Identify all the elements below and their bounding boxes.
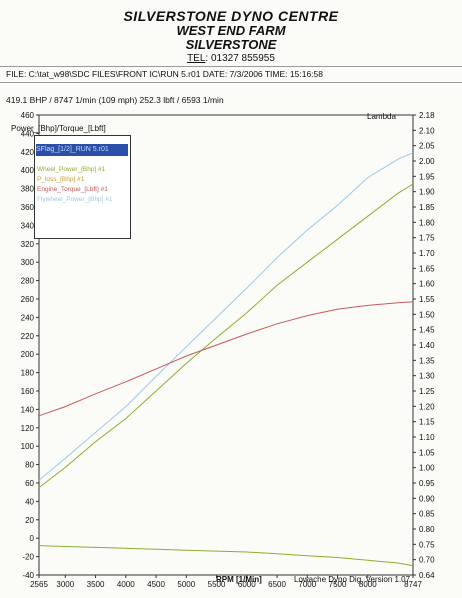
x-tick-label: 5500 <box>208 580 226 589</box>
y-left-tick-label: 200 <box>21 350 35 359</box>
y-right-tick-label: 1.50 <box>419 310 435 319</box>
y-right-tick-label: 0.64 <box>419 571 435 580</box>
y-right-tick-label: 0.80 <box>419 525 435 534</box>
y-right-tick-label: 1.75 <box>419 234 435 243</box>
y-right-tick-label: 1.30 <box>419 372 435 381</box>
y-left-tick-label: 460 <box>21 111 35 120</box>
y-left-tick-label: 240 <box>21 313 35 322</box>
y-left-tick-label: 180 <box>21 369 35 378</box>
y-right-tick-label: 0.75 <box>419 540 435 549</box>
y-right-tick-label: 0.70 <box>419 556 435 565</box>
y-left-tick-label: 80 <box>25 461 34 470</box>
y-right-tick-label: 1.40 <box>419 341 435 350</box>
y-left-tick-label: 220 <box>21 332 35 341</box>
legend-item-flywheel-power[interactable]: Flywheel_Power_[Bhp] #1 <box>37 196 113 203</box>
tel-number: 01327 855955 <box>210 53 275 64</box>
x-tick-label: 5000 <box>177 580 195 589</box>
y-right-tick-label: 1.20 <box>419 402 435 411</box>
y-right-tick-label: 2.00 <box>419 157 435 166</box>
y-right-tick-label: 1.70 <box>419 249 435 258</box>
y-left-tick-label: 140 <box>21 405 35 414</box>
x-tick-label: 3500 <box>87 580 105 589</box>
y-right-tick-label: 1.45 <box>419 326 435 335</box>
y-left-tick-label: 440 <box>21 129 35 138</box>
legend: SFlag_[1/2]_RUN 5.r01 Wheel_Power_[Bhp] … <box>34 135 131 239</box>
y-right-tick-label: 2.10 <box>419 126 435 135</box>
divider <box>0 82 462 83</box>
right-axis-label: Lambda <box>367 112 396 121</box>
left-axis-label: Power_[Bhp]/Torque_[Lbft] <box>11 124 106 133</box>
x-tick-label: 4500 <box>147 580 165 589</box>
file-info: FILE: C:\tat_w98\SDC FILES\FRONT IC\RUN … <box>6 69 323 79</box>
y-left-tick-label: -40 <box>22 571 34 580</box>
y-right-tick-label: 0.95 <box>419 479 435 488</box>
y-right-tick-label: 1.95 <box>419 172 435 181</box>
series-line-2 <box>38 301 414 417</box>
y-left-tick-label: 280 <box>21 277 35 286</box>
y-right-tick-label: 1.15 <box>419 418 435 427</box>
y-left-tick-label: 40 <box>25 497 34 506</box>
y-left-tick-label: 400 <box>21 166 35 175</box>
divider <box>0 66 462 67</box>
y-right-tick-label: 1.90 <box>419 188 435 197</box>
y-left-tick-label: 260 <box>21 295 35 304</box>
x-tick-label: 6500 <box>268 580 286 589</box>
y-right-tick-label: 1.25 <box>419 387 435 396</box>
y-left-tick-label: 60 <box>25 479 34 488</box>
y-left-tick-label: 100 <box>21 442 35 451</box>
peak-readout: 419.1 BHP / 8747 1/min (109 mph) 252.3 l… <box>6 95 224 105</box>
x-tick-label: 8000 <box>359 580 377 589</box>
y-right-tick-label: 0.90 <box>419 494 435 503</box>
y-right-tick-label: 2.05 <box>419 142 435 151</box>
series-line-0 <box>38 152 414 481</box>
x-tick-label: 4000 <box>117 580 135 589</box>
y-right-tick-label: 1.05 <box>419 448 435 457</box>
y-right-tick-label: 1.55 <box>419 295 435 304</box>
y-left-tick-label: 320 <box>21 240 35 249</box>
tel-label: TEL <box>187 53 206 64</box>
legend-item-p-loss[interactable]: P_loss_[Bhp] #1 <box>37 176 85 183</box>
y-left-tick-label: 420 <box>21 148 35 157</box>
town-line: SILVERSTONE <box>185 37 277 52</box>
series-line-3 <box>38 545 414 567</box>
y-left-tick-label: 120 <box>21 424 35 433</box>
y-left-tick-label: 340 <box>21 221 35 230</box>
y-right-tick-label: 1.10 <box>419 433 435 442</box>
telephone-line: TEL: 01327 855955 <box>187 53 275 64</box>
y-left-tick-label: 360 <box>21 203 35 212</box>
y-left-tick-label: 300 <box>21 258 35 267</box>
x-tick-label: 6000 <box>238 580 256 589</box>
footer-note: Lowache Dyno Dig. Version 1.07 <box>294 575 411 584</box>
x-tick-label: 7000 <box>298 580 316 589</box>
legend-item-wheel-power[interactable]: Wheel_Power_[Bhp] #1 <box>37 166 106 173</box>
y-left-tick-label: -20 <box>22 553 34 562</box>
address-line: WEST END FARM <box>176 23 286 38</box>
y-right-tick-label: 1.00 <box>419 464 435 473</box>
y-right-tick-label: 0.85 <box>419 510 435 519</box>
y-left-tick-label: 160 <box>21 387 35 396</box>
x-tick-label: 3000 <box>56 580 74 589</box>
y-right-tick-label: 1.85 <box>419 203 435 212</box>
y-right-tick-label: 2.18 <box>419 111 435 120</box>
y-right-tick-label: 1.65 <box>419 264 435 273</box>
company-name: SILVERSTONE DYNO CENTRE <box>123 8 339 24</box>
x-tick-label: 7500 <box>329 580 347 589</box>
x-axis-label: RPM [1/Min] <box>216 575 262 584</box>
y-left-tick-label: 20 <box>25 516 34 525</box>
x-tick-label: 2565 <box>30 580 48 589</box>
legend-selected-item[interactable]: SFlag_[1/2]_RUN 5.r01 <box>36 144 128 156</box>
y-right-tick-label: 1.80 <box>419 218 435 227</box>
series-line-1 <box>38 183 414 488</box>
y-left-tick-label: 0 <box>30 534 35 543</box>
y-left-tick-label: 380 <box>21 185 35 194</box>
y-right-tick-label: 1.35 <box>419 356 435 365</box>
x-tick-label: 8747 <box>404 580 422 589</box>
legend-item-engine-torque[interactable]: Engine_Torque_[Lbft] #1 <box>37 186 108 193</box>
y-right-tick-label: 1.60 <box>419 280 435 289</box>
